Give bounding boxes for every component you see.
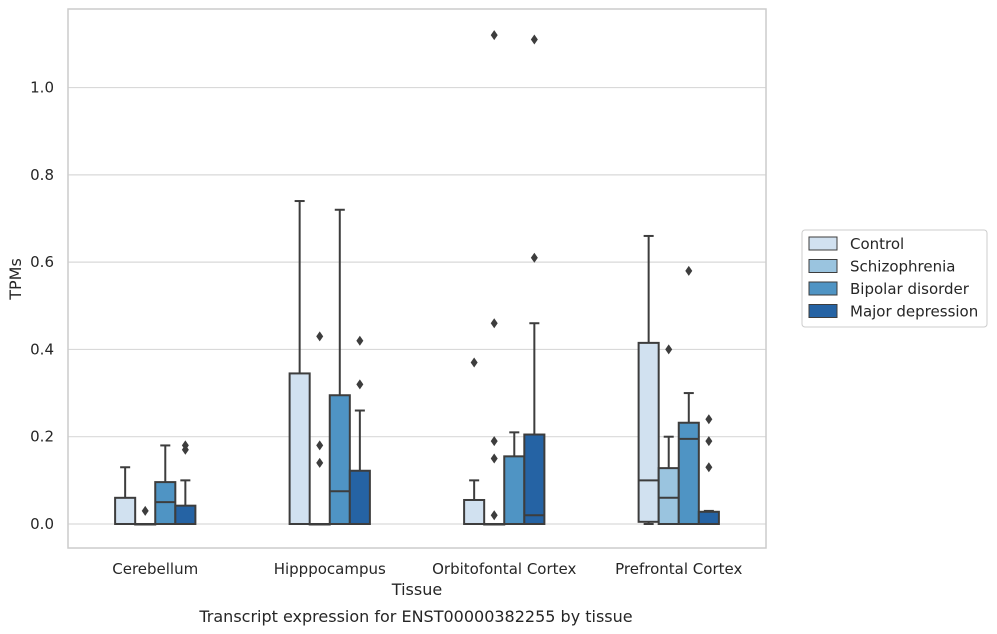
box-group [134,505,157,526]
box-group [657,344,680,525]
legend-swatch [808,259,838,273]
box-group [637,234,660,525]
x-axis-title: Tissue [391,580,442,599]
box-group [677,265,700,525]
y-tick-label: 0.8 [30,166,54,184]
x-tick-label: Hipppocampus [274,560,386,578]
outlier-point [316,331,324,342]
legend-label: Bipolar disorder [850,280,970,298]
box [114,496,137,525]
legend-label: Control [850,235,904,253]
y-tick-label: 0.6 [30,253,54,271]
box-series [114,30,720,526]
outlier-point [470,357,478,368]
outlier-point [665,344,673,355]
box-group [288,200,311,525]
legend-frame [801,229,988,328]
outlier-point [356,379,364,390]
x-tick-label: Cerebellum [112,560,198,578]
outlier-point [705,436,713,447]
box [288,372,311,525]
box-group [308,331,331,526]
box [677,421,700,525]
y-tick-label: 0.0 [30,515,54,533]
x-tick-label: Prefrontal Cortex [615,560,742,578]
box [328,394,351,525]
box-group [483,30,506,526]
outlier-point [490,30,498,41]
box [348,469,371,525]
box-group [328,208,351,525]
box [637,341,660,523]
y-tick-label: 0.2 [30,428,54,446]
box-group [503,431,526,525]
y-axis-title: TPMs [6,258,25,301]
box [174,504,197,525]
outlier-point [705,462,713,473]
outlier-point [316,440,324,451]
box [463,498,486,525]
outlier-point [356,335,364,346]
outlier-point [490,318,498,329]
outlier-point [141,505,149,516]
y-tick-label: 1.0 [30,79,54,97]
outlier-point [181,440,189,451]
outlier-point [490,453,498,464]
outlier-point [530,34,538,45]
box-group [463,357,486,525]
box [503,455,526,525]
box-group [348,335,371,525]
box [523,433,546,525]
x-tick-labels: Cerebellum Hipppocampus Orbitofontal Corte… [112,560,742,578]
legend-swatch [808,304,838,318]
outlier-point [490,510,498,521]
outlier-point [490,436,498,447]
box-group [523,34,546,525]
chart-caption: Transcript expression for ENST0000038225… [198,607,632,626]
box [697,510,720,525]
box-group [154,444,177,525]
grid-lines [68,86,766,525]
y-tick-label: 0.4 [30,340,54,358]
legend-label: Schizophrenia [850,258,955,276]
legend: Control Schizophrenia Bipolar disorder Majo… [801,229,988,328]
outlier-point [316,457,324,468]
box [657,467,680,525]
box-group [114,466,137,525]
legend-label: Major depression [850,303,978,321]
x-tick-label: Orbitofontal Cortex [432,560,576,578]
outlier-point [705,414,713,425]
box-group [174,440,197,525]
plot-area-frame [67,8,767,549]
box-group [697,414,720,525]
legend-swatch [808,236,838,251]
legend-swatch [808,281,838,296]
outlier-point [685,265,693,276]
y-tick-labels: 0.0 0.2 0.4 0.6 0.8 1.0 [30,79,54,533]
outlier-point [530,252,538,263]
